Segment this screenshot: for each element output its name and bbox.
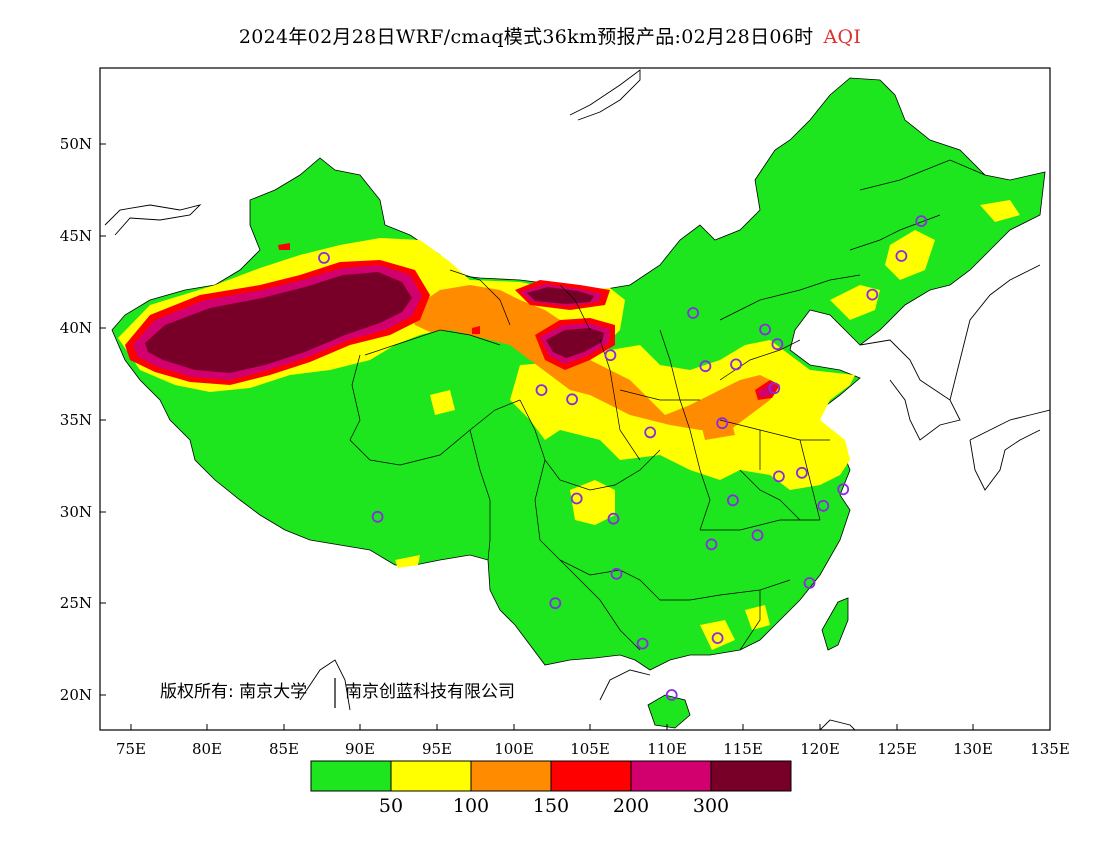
lon-axis: 75E 80E 85E 90E 95E 100E 105E 110E 115E … [116, 724, 1070, 758]
station-marker [915, 215, 928, 228]
station-marker [604, 349, 617, 362]
station-marker [535, 384, 548, 397]
lat-label: 30N [60, 503, 92, 521]
station-marker [866, 288, 879, 301]
legend-swatch-usg [471, 761, 551, 791]
legend-swatch-good [311, 761, 391, 791]
coastlines [104, 69, 1050, 730]
map-border [99, 67, 1051, 731]
lat-label: 35N [60, 411, 92, 429]
lon-label: 130E [953, 740, 993, 758]
aqi-legend: 50 100 150 200 300 [310, 760, 792, 817]
station-marker [705, 538, 718, 551]
station-marker [610, 567, 623, 580]
station-marker [570, 492, 583, 505]
lon-label: 90E [345, 740, 375, 758]
lon-label: 100E [494, 740, 534, 758]
lon-label: 135E [1030, 740, 1070, 758]
lat-label: 45N [60, 227, 92, 245]
station-marker [817, 499, 830, 512]
taiwan-region [821, 597, 849, 651]
station-marker [727, 494, 739, 507]
station-marker [644, 426, 657, 439]
legend-swatch-very-unhealthy [631, 761, 711, 791]
copyright: 版权所有: 南京大学 南京创蓝科技有限公司 [160, 678, 515, 708]
station-marker [549, 597, 562, 610]
copyright-prefix: 版权所有: 南京大学 [160, 682, 307, 702]
lat-label: 20N [60, 686, 92, 704]
legend-label: 200 [613, 795, 649, 817]
title-text: 2024年02月28日WRF/cmaq模式36km预报产品:02月28日06时 [238, 26, 814, 48]
copyright-second: 南京创蓝科技有限公司 [345, 682, 515, 702]
legend-label: 300 [693, 795, 729, 817]
station-marker [636, 637, 649, 650]
hazardous-zones [125, 243, 780, 400]
lon-label: 120E [800, 740, 840, 758]
station-marker [771, 338, 784, 351]
lat-axis: 50N 45N 40N 35N 30N 25N 20N [60, 135, 106, 704]
lat-label: 25N [60, 594, 92, 612]
legend-swatch-unhealthy [551, 761, 631, 791]
station-marker [730, 358, 742, 371]
station-marker [773, 470, 785, 483]
station-marker [665, 689, 678, 701]
lat-label: 50N [60, 135, 92, 153]
station-marker [837, 483, 850, 496]
station-marker [716, 417, 729, 430]
station-marker [318, 251, 330, 264]
lon-label: 80E [192, 740, 222, 758]
map-title: 2024年02月28日WRF/cmaq模式36km预报产品:02月28日06时 A… [0, 22, 1100, 49]
legend-label: 50 [379, 795, 403, 817]
station-marker [796, 466, 808, 479]
station-marker [607, 512, 620, 525]
station-marker [566, 393, 578, 406]
station-marker [768, 382, 781, 395]
station-markers [318, 215, 928, 701]
legend-label: 100 [453, 795, 489, 817]
province-boundaries [349, 159, 986, 651]
hainan-region [647, 694, 691, 729]
station-marker [803, 577, 816, 589]
lon-label: 110E [647, 740, 687, 758]
station-marker [759, 323, 771, 336]
lon-label: 125E [877, 740, 917, 758]
station-marker [895, 250, 908, 262]
legend-swatch-hazardous [711, 761, 791, 791]
legend-label: 150 [533, 795, 569, 817]
lon-label: 115E [723, 740, 763, 758]
lon-label: 75E [116, 740, 146, 758]
lat-label: 40N [60, 319, 92, 337]
station-marker [711, 632, 724, 644]
lon-label: 95E [422, 740, 452, 758]
station-marker [699, 360, 712, 373]
lon-label: 105E [570, 740, 610, 758]
station-marker [687, 307, 699, 319]
legend-swatch-moderate [391, 761, 471, 791]
station-marker [751, 529, 764, 542]
product-label: AQI [823, 26, 862, 48]
station-marker [371, 510, 384, 523]
lon-label: 85E [269, 740, 299, 758]
